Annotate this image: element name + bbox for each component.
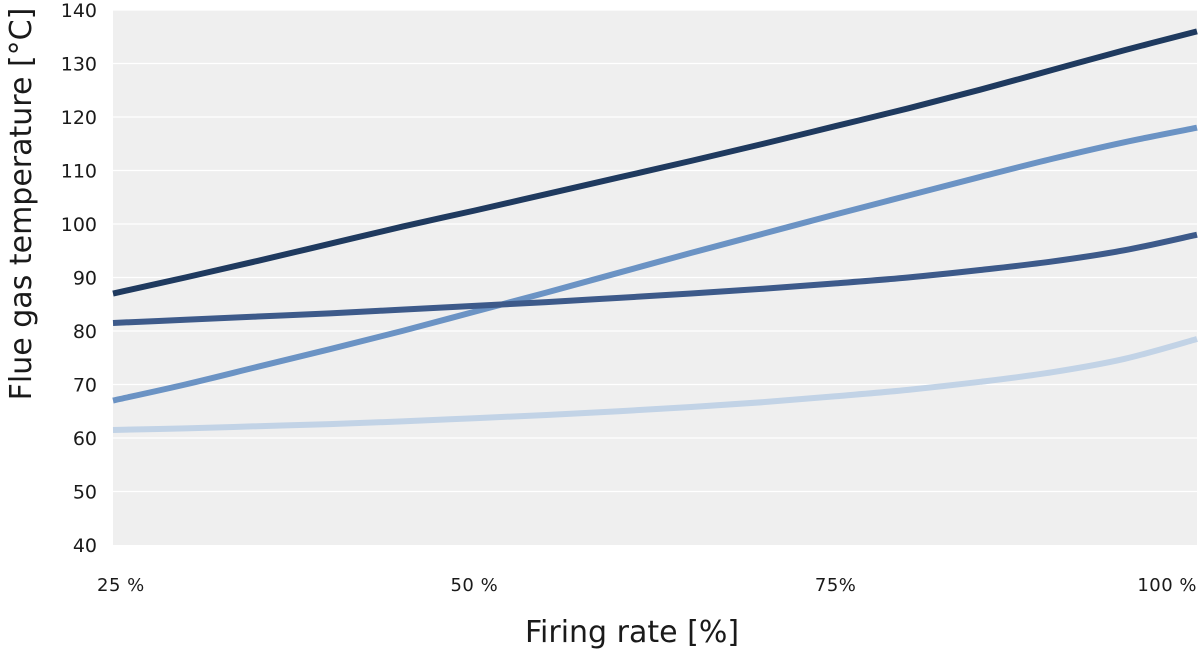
series-line-3 [112, 231, 1198, 326]
x-tick-label: 100 % [1137, 575, 1197, 596]
x-tick-label: 50 % [450, 575, 498, 596]
y-tick-label: 40 [73, 535, 97, 557]
x-tick-label: 25 % [97, 575, 145, 596]
y-tick-label: 140 [61, 0, 97, 22]
y-tick-label: 90 [73, 268, 97, 290]
x-tick-label: 75% [815, 575, 857, 596]
series-line-2 [112, 124, 1198, 404]
series-lines [112, 28, 1198, 433]
y-tick-label: 110 [61, 161, 97, 183]
x-axis-title: Firing rate [%] [525, 615, 739, 650]
y-tick-label: 120 [61, 107, 97, 129]
y-tick-label: 80 [73, 321, 97, 343]
y-tick-label: 70 [73, 375, 97, 397]
y-tick-label: 50 [73, 482, 97, 504]
y-tick-label: 60 [73, 428, 97, 450]
y-tick-label: 100 [61, 214, 97, 236]
series-line-1 [112, 28, 1198, 297]
series-line-4 [112, 336, 1198, 433]
y-tick-label: 130 [61, 54, 97, 76]
y-axis-ticks: 40 50 60 70 80 90 100 110 120 130 140 [61, 0, 97, 557]
y-axis-title: Flue gas temperature [°C] [4, 8, 39, 401]
x-axis-ticks: 25 % 50 % 75% 100 % [97, 575, 1197, 596]
